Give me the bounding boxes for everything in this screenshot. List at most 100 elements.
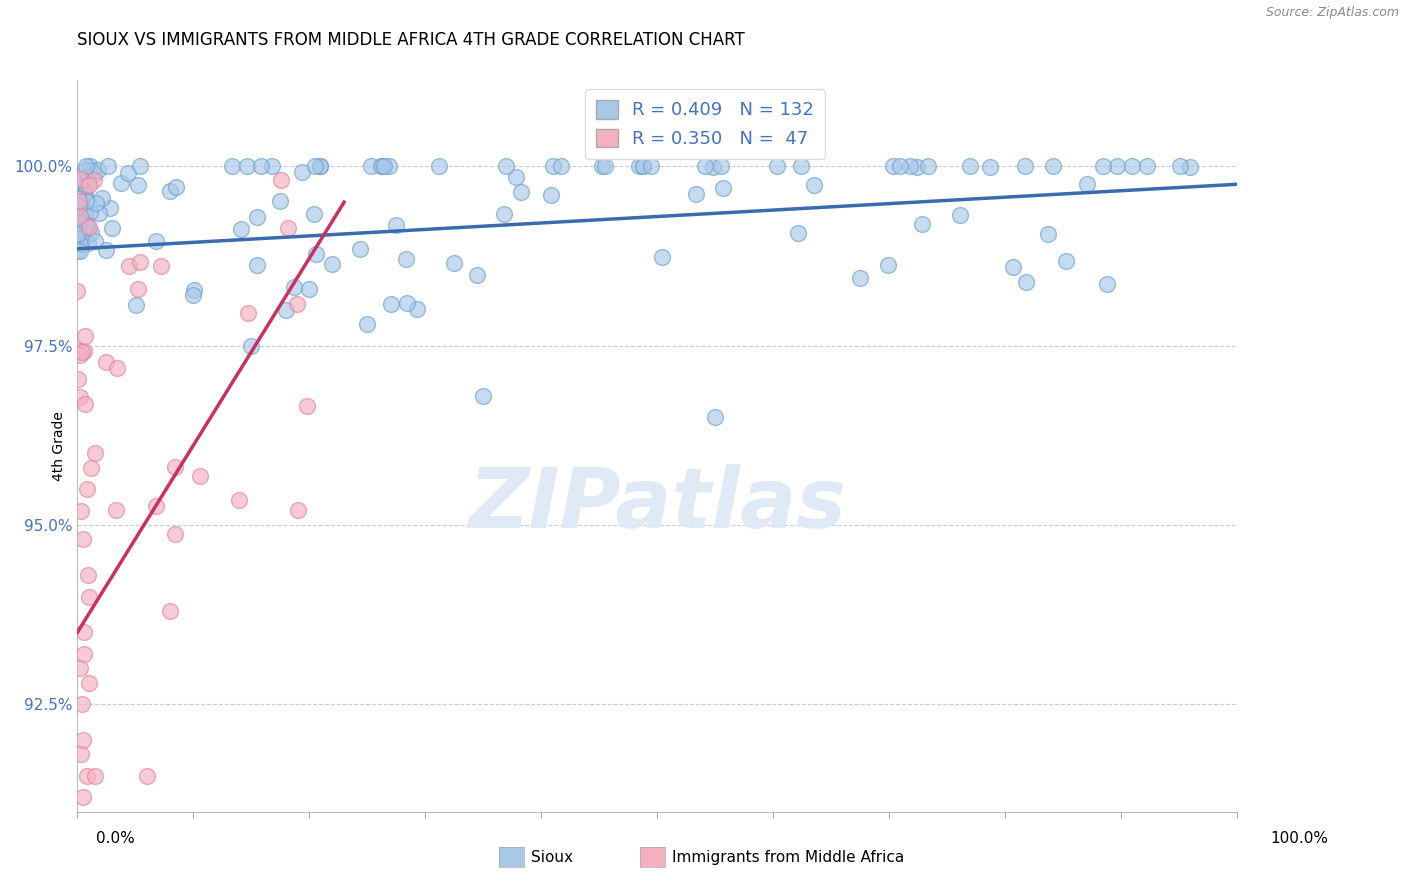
Point xyxy=(75,159,97,173)
Point xyxy=(1042,159,1064,173)
Point xyxy=(73,216,96,230)
Point xyxy=(1105,159,1128,173)
Point xyxy=(77,590,100,604)
Point xyxy=(277,221,299,235)
Point xyxy=(67,180,90,194)
Point xyxy=(79,159,101,173)
Point xyxy=(492,207,515,221)
Point xyxy=(221,159,243,173)
Point xyxy=(295,399,318,413)
Point xyxy=(67,184,90,198)
Text: 100.0%: 100.0% xyxy=(1271,831,1329,846)
Point xyxy=(67,372,90,386)
Point xyxy=(380,297,402,311)
Point xyxy=(70,199,93,213)
Point xyxy=(66,227,89,242)
Point xyxy=(73,344,96,359)
Point xyxy=(76,218,98,232)
Point xyxy=(73,647,96,661)
Point xyxy=(849,271,872,285)
Point xyxy=(75,194,97,209)
Point xyxy=(898,159,921,173)
Point xyxy=(67,191,90,205)
Point xyxy=(183,283,205,297)
Point xyxy=(370,159,392,173)
Point xyxy=(127,282,149,296)
Point xyxy=(1121,159,1143,173)
Point xyxy=(165,180,187,194)
Point xyxy=(72,790,94,805)
Point xyxy=(540,187,562,202)
Point xyxy=(595,159,617,173)
Point xyxy=(370,159,392,173)
Point xyxy=(75,188,97,202)
Point xyxy=(385,219,408,233)
Point xyxy=(276,302,298,317)
Point xyxy=(75,219,97,233)
Point xyxy=(633,159,655,173)
Point xyxy=(67,226,90,240)
Point xyxy=(238,305,260,319)
Point xyxy=(84,234,107,248)
Point xyxy=(105,502,128,516)
Point xyxy=(321,257,343,271)
Point xyxy=(1168,159,1191,173)
Point xyxy=(67,243,90,257)
Point xyxy=(1136,159,1159,173)
Point xyxy=(309,159,332,173)
Point xyxy=(188,469,211,483)
Point xyxy=(287,502,309,516)
Point xyxy=(349,242,371,256)
Text: Source: ZipAtlas.com: Source: ZipAtlas.com xyxy=(1265,6,1399,20)
Point xyxy=(72,214,94,228)
Point xyxy=(633,159,655,173)
Point xyxy=(766,159,789,173)
Point xyxy=(959,159,981,173)
Point xyxy=(80,163,103,178)
Point xyxy=(72,188,94,202)
Point xyxy=(72,227,94,242)
Point xyxy=(550,159,572,173)
Point xyxy=(786,226,808,240)
Point xyxy=(246,210,269,224)
Point xyxy=(406,301,429,316)
Point xyxy=(627,159,650,173)
Point xyxy=(979,160,1001,174)
Point xyxy=(269,194,291,208)
Point xyxy=(69,390,91,404)
Point xyxy=(89,205,111,219)
Point xyxy=(240,338,263,352)
Point xyxy=(69,747,91,762)
Y-axis label: 4th Grade: 4th Grade xyxy=(52,411,66,481)
Text: 0.0%: 0.0% xyxy=(96,831,135,846)
Point xyxy=(128,159,150,173)
Point xyxy=(260,159,283,173)
Point xyxy=(298,282,321,296)
Point xyxy=(76,769,98,783)
Point xyxy=(79,205,101,219)
Point xyxy=(889,159,911,173)
Point xyxy=(75,397,97,411)
Point xyxy=(711,181,734,195)
Point xyxy=(159,184,181,198)
Point xyxy=(125,297,148,311)
Point xyxy=(803,178,825,193)
Point xyxy=(105,361,128,376)
Point xyxy=(163,526,186,541)
Point xyxy=(129,254,152,268)
Point xyxy=(183,288,205,302)
Point xyxy=(291,165,314,179)
Point xyxy=(228,493,250,508)
Point xyxy=(1014,159,1036,173)
Point xyxy=(149,260,172,274)
Point xyxy=(94,355,117,369)
Point xyxy=(83,769,105,783)
Point xyxy=(97,159,120,173)
Point xyxy=(83,167,105,181)
Point xyxy=(127,178,149,193)
Point xyxy=(75,162,97,177)
Point xyxy=(229,222,252,236)
Point xyxy=(270,173,292,187)
Point xyxy=(651,250,673,264)
Point xyxy=(75,207,97,221)
